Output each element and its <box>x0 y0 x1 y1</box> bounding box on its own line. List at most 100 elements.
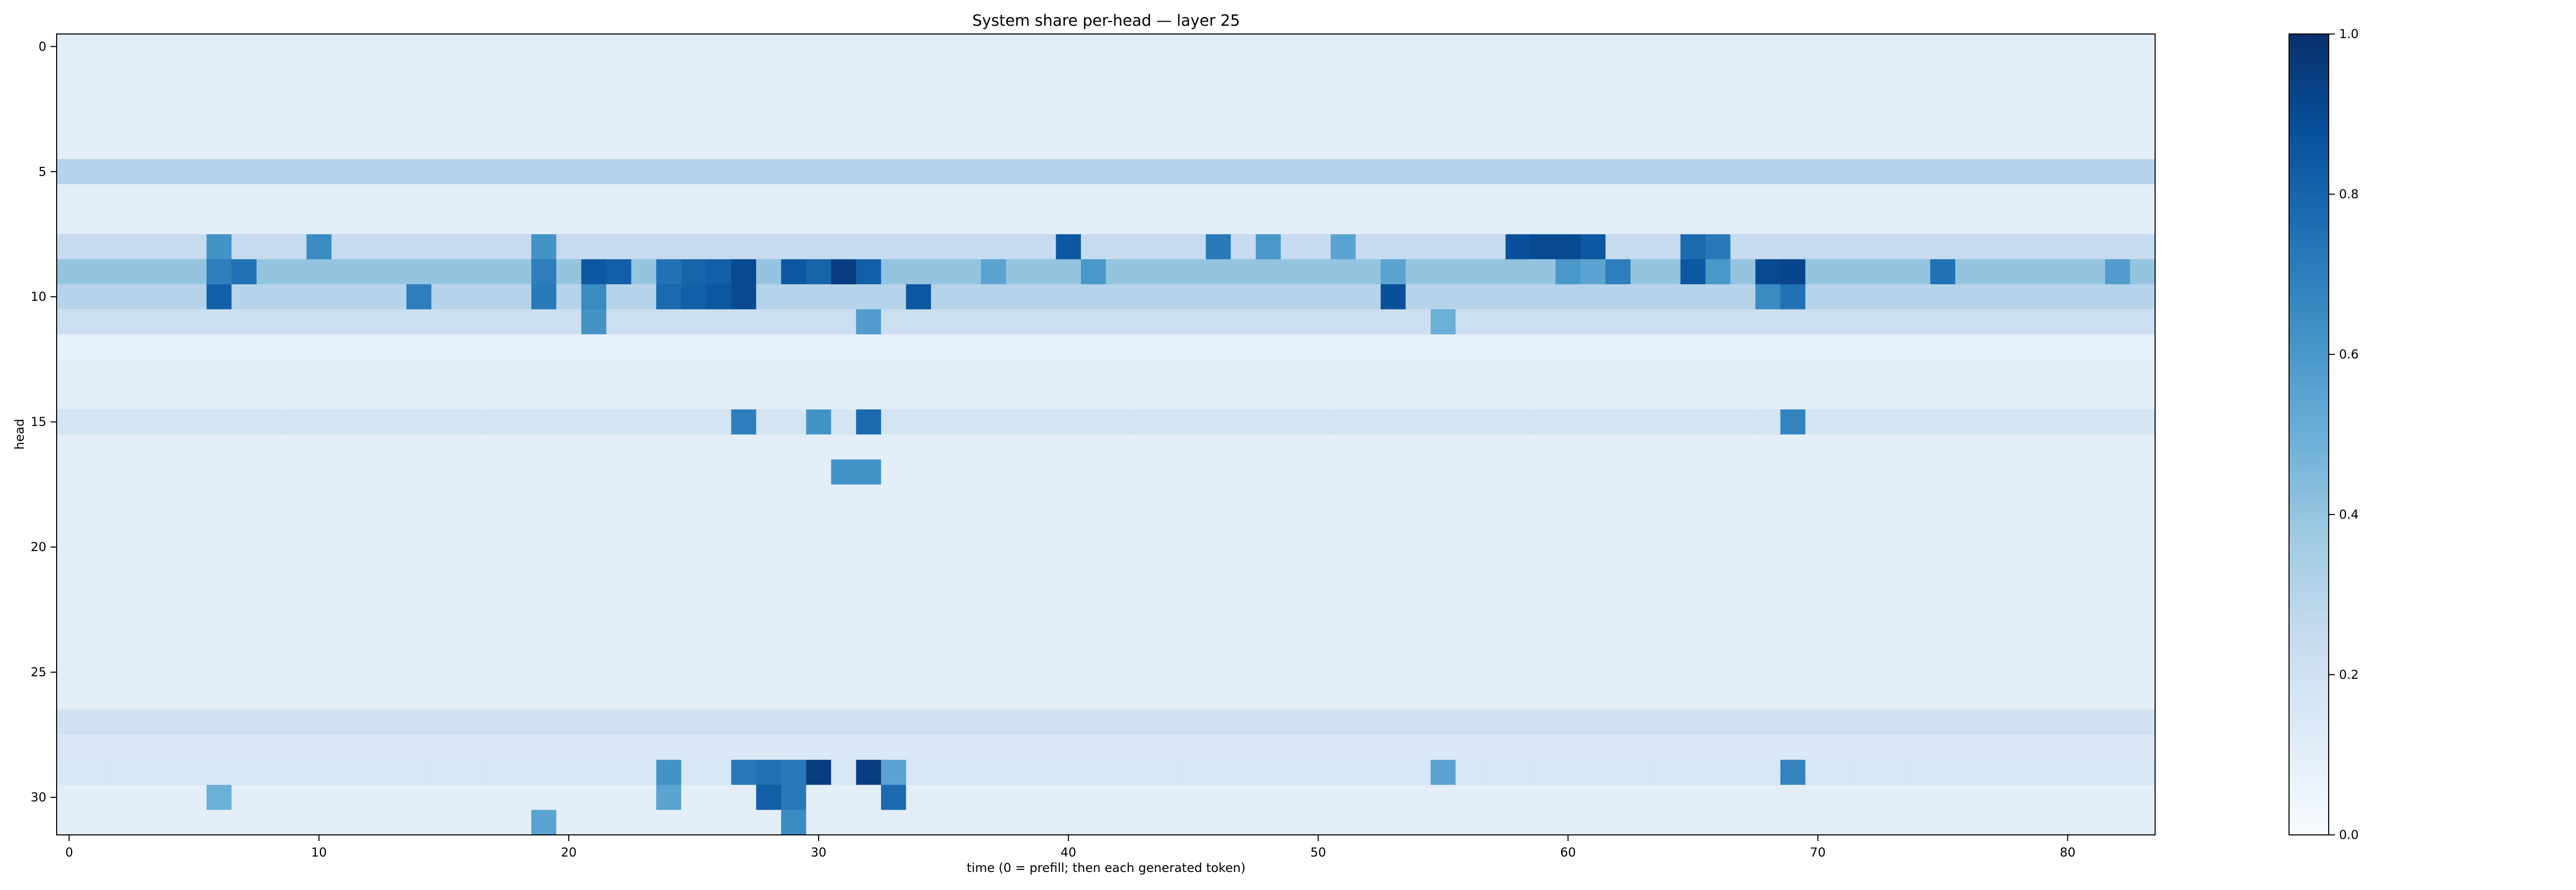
heatmap-cell <box>1905 209 1931 235</box>
heatmap-cell <box>106 59 132 84</box>
heatmap-cell <box>2105 434 2131 460</box>
heatmap-cell <box>57 109 82 134</box>
heatmap-cell <box>156 559 182 585</box>
heatmap-cell <box>956 585 981 610</box>
heatmap-cell <box>656 59 682 84</box>
heatmap-cell <box>1580 784 1606 810</box>
heatmap-cell <box>281 309 307 335</box>
heatmap-cell <box>2005 760 2031 785</box>
heatmap-cell <box>1380 334 1406 360</box>
heatmap-cell <box>906 209 931 235</box>
heatmap-cell <box>1280 84 1307 110</box>
heatmap-cell <box>1805 159 1831 185</box>
heatmap-cell <box>2080 559 2106 585</box>
heatmap-cell <box>2005 559 2031 585</box>
heatmap-cell <box>356 684 382 710</box>
heatmap-cell <box>1430 209 1456 235</box>
heatmap-cell <box>1630 459 1656 485</box>
heatmap-cell <box>1780 434 1806 460</box>
heatmap-cell <box>1480 760 1506 785</box>
heatmap-cell <box>306 635 332 660</box>
heatmap-cell <box>106 684 132 710</box>
heatmap-cell <box>1805 84 1831 110</box>
heatmap-cell <box>1330 509 1356 535</box>
heatmap-cell <box>1555 434 1581 460</box>
heatmap-cell <box>1855 284 1881 310</box>
heatmap-cell <box>1455 409 1481 435</box>
heatmap-cell <box>1880 259 1906 285</box>
heatmap-cell <box>1480 784 1506 810</box>
heatmap-cell <box>1480 209 1506 235</box>
heatmap-cell <box>931 635 957 660</box>
heatmap-cell <box>581 760 607 785</box>
heatmap-cell <box>2080 234 2106 260</box>
heatmap-cell <box>1530 509 1556 535</box>
heatmap-cell <box>1705 309 1731 335</box>
heatmap-cell <box>2130 134 2156 160</box>
heatmap-cell <box>81 559 107 585</box>
heatmap-cell <box>1855 309 1881 335</box>
heatmap-cell <box>1830 209 1856 235</box>
heatmap-cell <box>1380 659 1406 686</box>
heatmap-cell <box>1156 434 1181 460</box>
heatmap-cell <box>806 609 832 635</box>
heatmap-cell <box>1830 585 1856 610</box>
heatmap-cell <box>156 184 182 210</box>
heatmap-cell <box>1930 59 1956 84</box>
heatmap-cell <box>1330 309 1356 335</box>
heatmap-cell <box>1180 810 1207 835</box>
heatmap-cell <box>531 459 557 485</box>
heatmap-cell <box>656 734 682 760</box>
heatmap-cell <box>1206 284 1231 310</box>
heatmap-cell <box>1355 710 1381 735</box>
heatmap-cell <box>356 659 382 686</box>
heatmap-cell <box>1130 134 1157 160</box>
heatmap-cell <box>1605 159 1631 185</box>
heatmap-cell <box>1480 659 1506 686</box>
heatmap-cell <box>1156 259 1181 285</box>
heatmap-cell <box>1930 184 1956 210</box>
heatmap-cell <box>1780 209 1806 235</box>
heatmap-cell <box>1530 284 1556 310</box>
heatmap-cell <box>981 609 1007 635</box>
heatmap-cell <box>2105 109 2131 134</box>
heatmap-cell <box>1705 159 1731 185</box>
heatmap-cell <box>1006 760 1031 785</box>
heatmap-cell <box>1280 635 1307 660</box>
heatmap-cell <box>1605 534 1631 560</box>
heatmap-cell <box>1130 184 1157 210</box>
heatmap-cell <box>931 659 957 686</box>
heatmap-cell <box>281 134 307 160</box>
heatmap-cell <box>181 334 207 360</box>
heatmap-cell <box>1855 84 1881 110</box>
heatmap-cell <box>1206 59 1231 84</box>
heatmap-cell <box>156 209 182 235</box>
heatmap-cell <box>1880 734 1906 760</box>
heatmap-cell <box>981 810 1007 835</box>
heatmap-cell <box>356 159 382 185</box>
heatmap-cell <box>1855 659 1881 686</box>
heatmap-cell <box>656 334 682 360</box>
heatmap-cell <box>631 810 657 835</box>
heatmap-cell <box>856 710 882 735</box>
heatmap-cell <box>1206 159 1231 185</box>
heatmap-cell <box>431 184 457 210</box>
heatmap-cell <box>856 409 882 435</box>
heatmap-cell <box>1380 710 1406 735</box>
heatmap-cell <box>1106 659 1131 686</box>
heatmap-cell <box>606 585 632 610</box>
heatmap-cell <box>706 209 732 235</box>
heatmap-cell <box>931 585 957 610</box>
heatmap-cell <box>756 659 782 686</box>
heatmap-cell <box>706 734 732 760</box>
heatmap-cell <box>781 284 807 310</box>
heatmap-cell <box>1355 659 1381 686</box>
heatmap-cell <box>1355 484 1381 510</box>
heatmap-cell <box>57 84 82 110</box>
heatmap-cell <box>1230 585 1257 610</box>
heatmap-cell <box>906 810 931 835</box>
heatmap-cell <box>381 159 407 185</box>
heatmap-cell <box>281 710 307 735</box>
heatmap-cell <box>181 585 207 610</box>
heatmap-cell <box>781 534 807 560</box>
